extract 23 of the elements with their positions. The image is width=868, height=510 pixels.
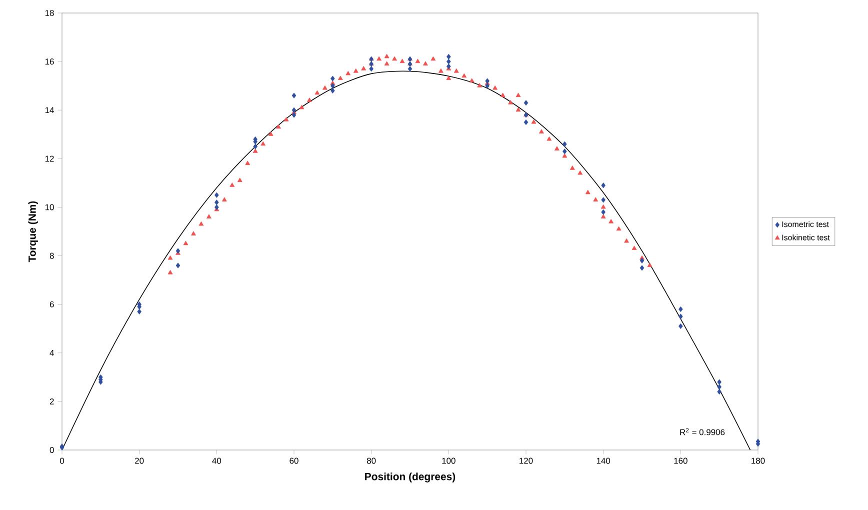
x-axis-title: Position (degrees)	[365, 472, 456, 482]
x-tick-label: 100	[442, 458, 456, 464]
y-tick-label: 8	[50, 252, 54, 259]
x-tick-label: 40	[212, 458, 222, 464]
annotation: R$^{2}$ = 0.9906	[680, 428, 725, 436]
x-tick-label: 160	[674, 458, 688, 464]
x-tick-label: 20	[135, 458, 144, 464]
y-tick-label: 10	[45, 204, 54, 210]
x-tick-label: 60	[290, 458, 298, 464]
y-tick-label: 4	[50, 350, 54, 356]
y-tick-label: 6	[50, 301, 54, 308]
y-axis-title: Torque (Nm)	[28, 201, 38, 262]
x-tick-label: 140	[596, 458, 610, 464]
y-tick-label: 0	[50, 447, 54, 453]
y-tick-label: 2	[50, 398, 54, 404]
y-tick-label: 16	[45, 58, 54, 65]
x-tick-label: 120	[520, 458, 533, 464]
x-tick-label: 180	[752, 458, 765, 464]
x-tick-label: 0	[60, 458, 64, 464]
y-tick-label: 14	[45, 107, 54, 114]
x-tick-label: 80	[367, 458, 376, 464]
y-tick-label: 18	[45, 10, 54, 16]
y-tick-label: 12	[45, 156, 54, 162]
